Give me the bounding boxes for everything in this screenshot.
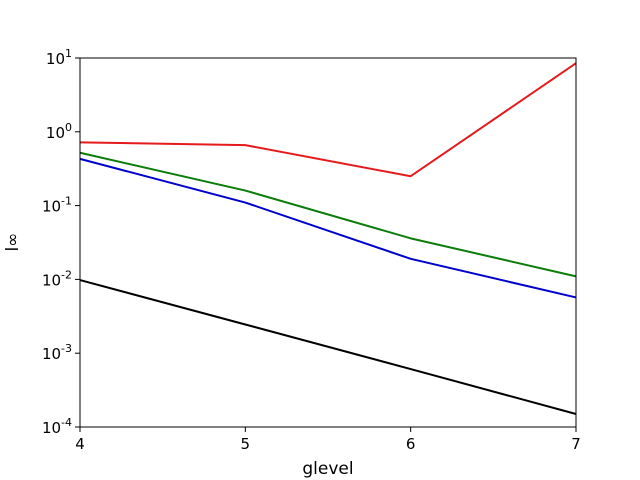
series-line-1 <box>79 62 577 178</box>
plot-frame <box>79 57 577 428</box>
series-line-2 <box>79 151 577 278</box>
x-axis-label: glevel <box>302 459 353 479</box>
y-axis-label: l∞ <box>3 233 23 252</box>
y-tick-label: 10-1 <box>42 195 72 216</box>
y-tick-label: 101 <box>46 47 72 68</box>
series-line-4 <box>79 279 577 415</box>
x-tick-label: 7 <box>571 435 581 453</box>
y-tick-label: 100 <box>46 121 72 142</box>
series-layer <box>79 62 577 415</box>
y-tick-label: 10-3 <box>42 342 72 363</box>
y-tick-label: 10-2 <box>42 268 72 289</box>
y-axis: 10-4 10-3 10-2 10-1 100 101 <box>42 47 80 437</box>
y-tick-label: 10-4 <box>42 416 72 437</box>
x-tick-label: 4 <box>75 435 85 453</box>
x-axis: 4 5 6 7 <box>75 427 581 453</box>
series-line-3 <box>79 157 577 299</box>
x-tick-label: 6 <box>406 435 416 453</box>
x-tick-label: 5 <box>241 435 251 453</box>
